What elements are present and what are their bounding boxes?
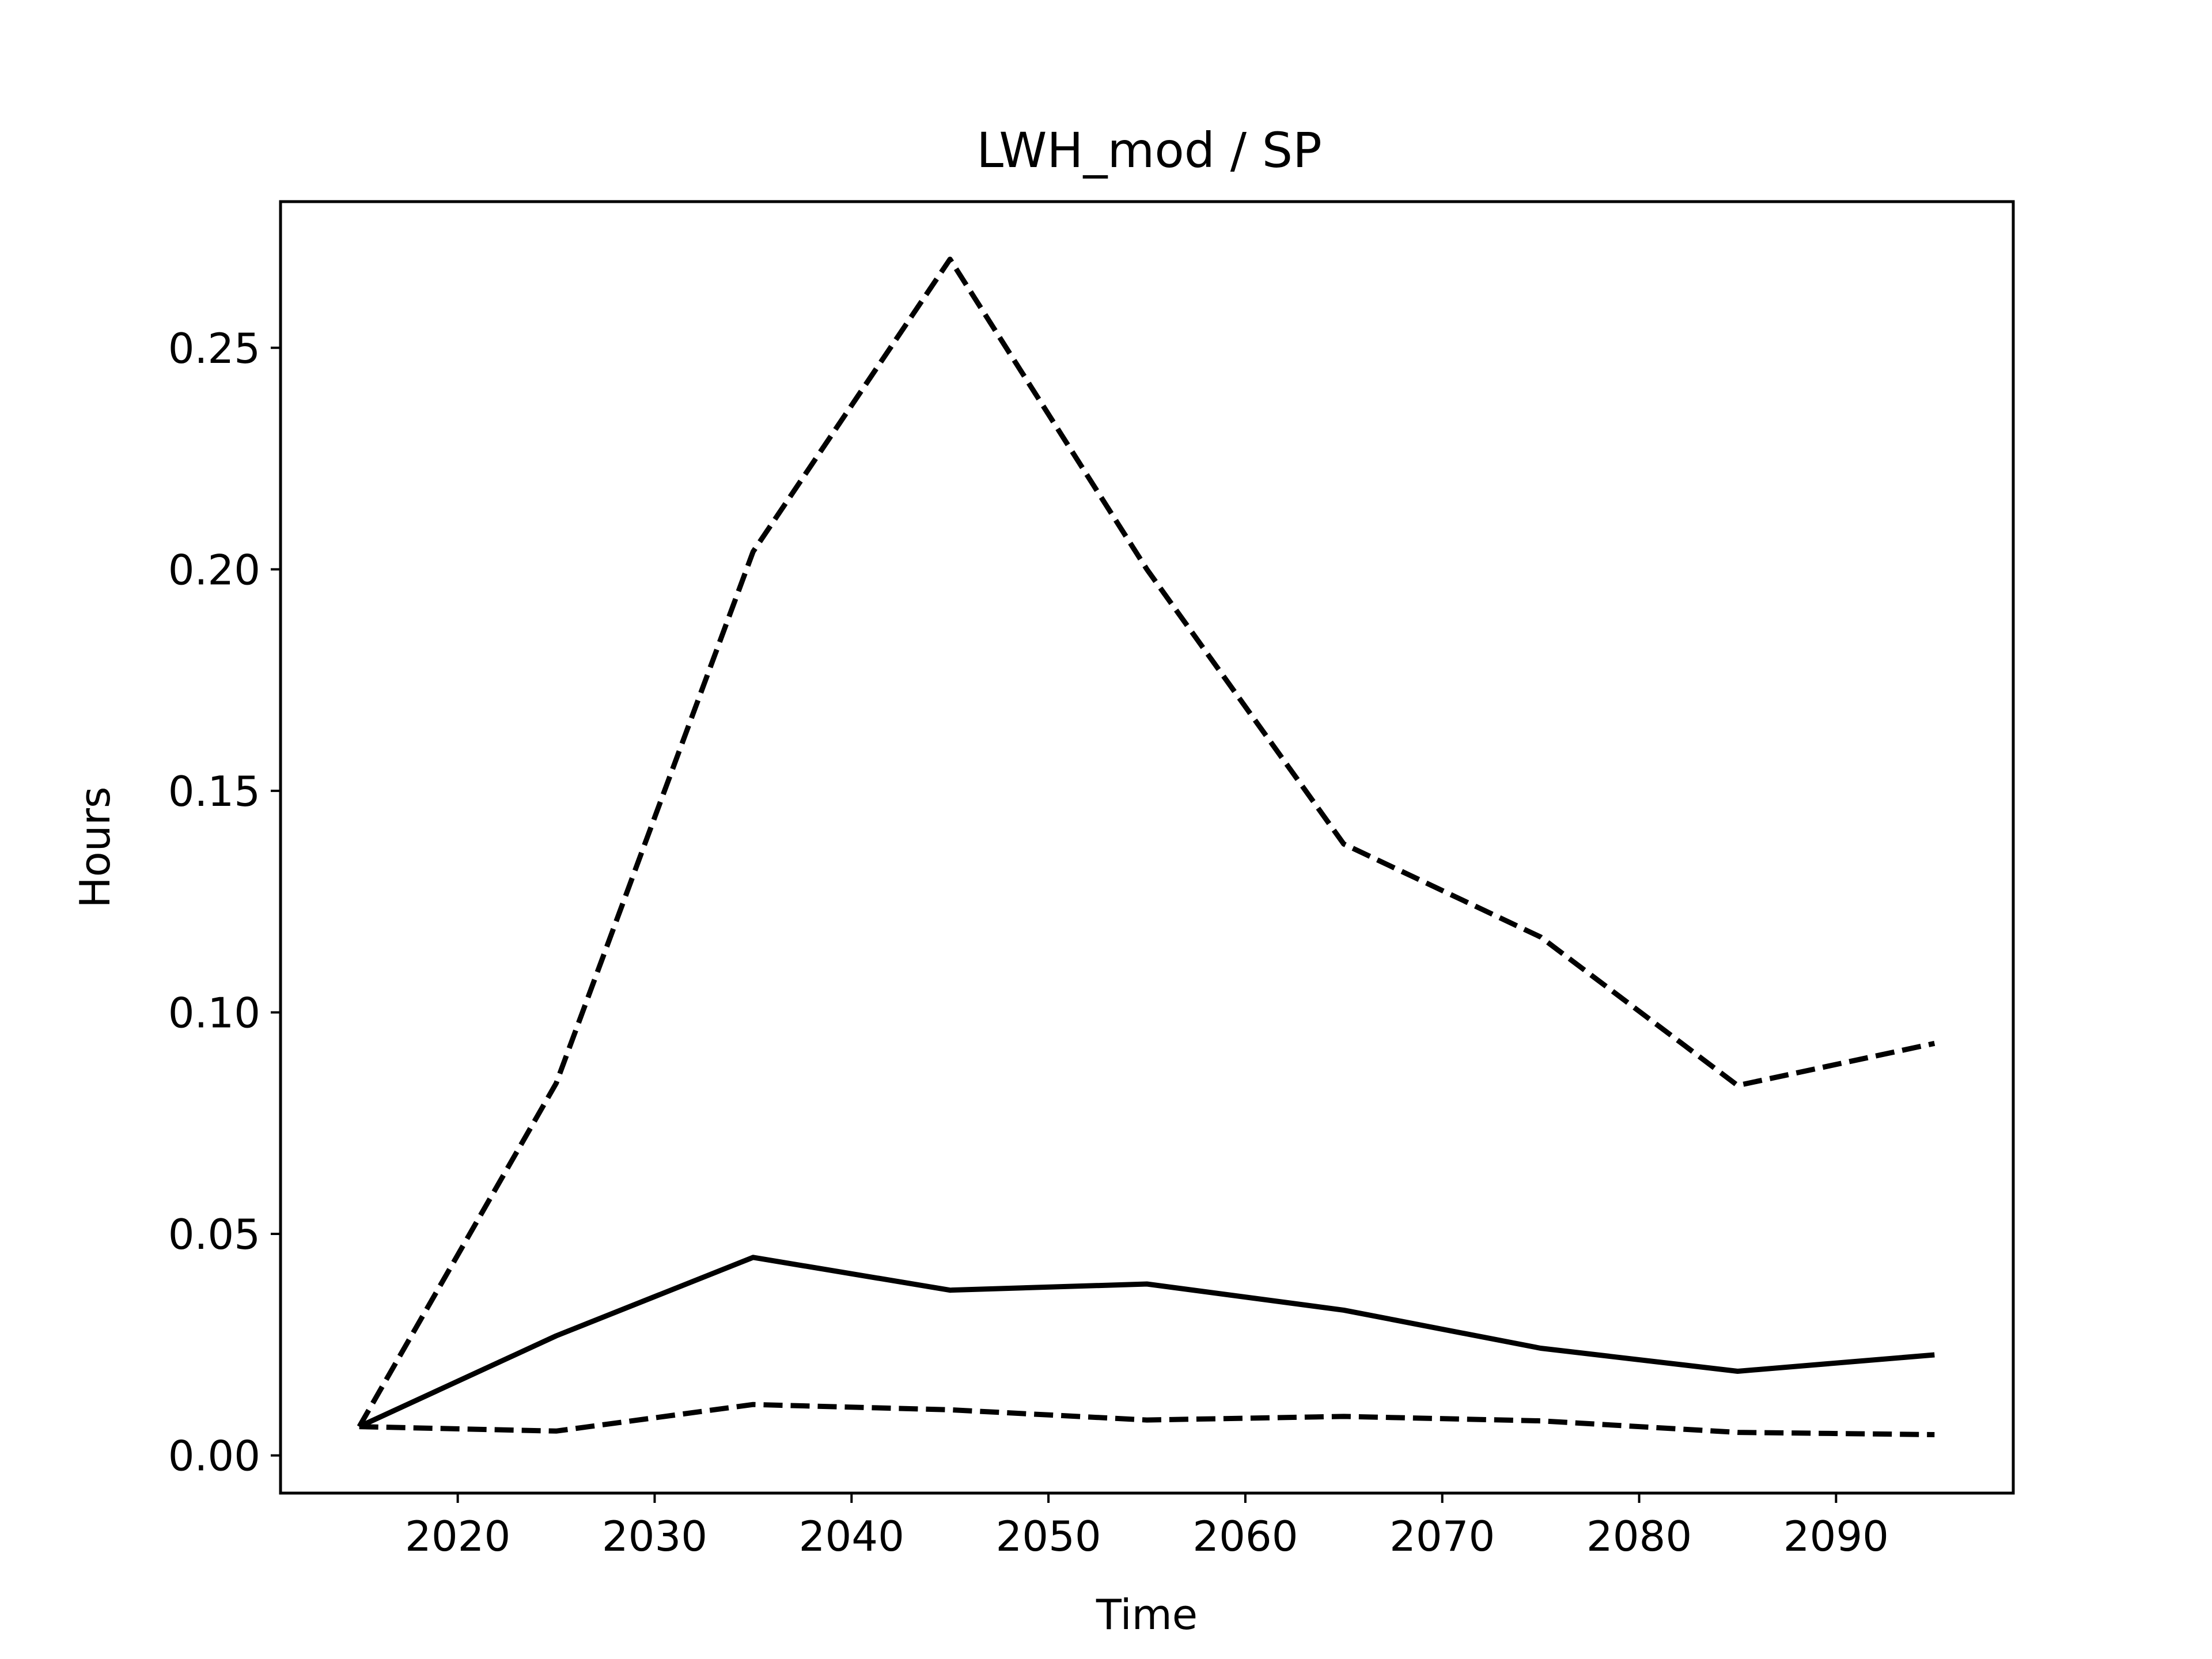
x-tick-label: 2050 (995, 1512, 1101, 1560)
y-tick-label: 0.25 (168, 324, 260, 373)
x-tick-label: 2080 (1586, 1512, 1692, 1560)
x-tick-label: 2060 (1192, 1512, 1298, 1560)
y-tick-label: 0.20 (168, 546, 260, 594)
x-tick-label: 2020 (405, 1512, 510, 1560)
x-tick-label: 2040 (799, 1512, 904, 1560)
y-tick-label: 0.10 (168, 988, 260, 1037)
series-line-2 (357, 256, 1936, 1428)
series-layer (357, 256, 1936, 1437)
chart-title: LWH_mod / SP (976, 122, 1322, 179)
series-line-3 (359, 1402, 1935, 1437)
y-tick-label: 0.05 (168, 1210, 260, 1259)
x-tick-label: 2090 (1783, 1512, 1889, 1560)
series-line-1 (358, 1255, 1935, 1429)
x-tick-label: 2030 (602, 1512, 707, 1560)
ticks-layer: 2020 2030 2040 2050 2060 2070 2080 2090 0.00 0.05… (168, 324, 1889, 1560)
plot-area-frame (279, 200, 2015, 1495)
y-tick-label: 0.00 (168, 1432, 260, 1480)
x-tick-label: 2070 (1389, 1512, 1495, 1560)
y-tick-label: 0.15 (168, 767, 260, 816)
y-axis-label: Hours (71, 787, 119, 908)
x-axis-label: Time (1096, 1590, 1198, 1639)
